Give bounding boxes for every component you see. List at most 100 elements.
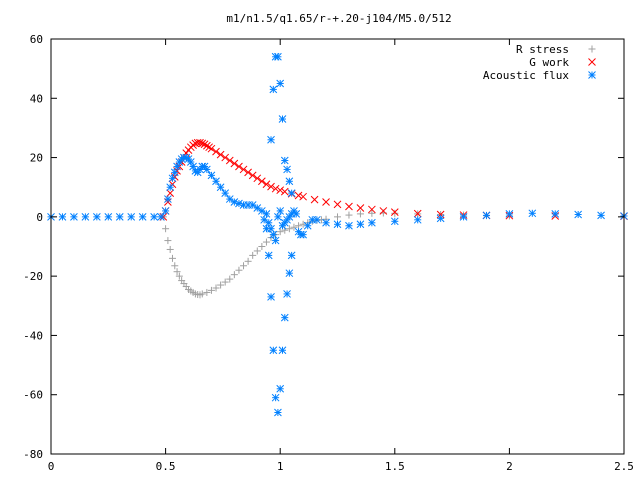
- x-tick-label: 2.5: [614, 460, 634, 473]
- data-point: [253, 247, 261, 255]
- y-tick-label: 40: [30, 92, 43, 105]
- data-point: [240, 262, 248, 270]
- data-point: [258, 243, 266, 250]
- x-tick-label: 2: [506, 460, 513, 473]
- data-point: [166, 183, 175, 192]
- y-tick-label: -60: [23, 389, 43, 402]
- data-point: [333, 200, 342, 209]
- data-point: [276, 207, 285, 215]
- data-point: [258, 177, 266, 186]
- data-point: [283, 165, 291, 174]
- data-point: [168, 174, 177, 183]
- data-point: [310, 195, 319, 204]
- data-point: [207, 171, 216, 180]
- data-point: [164, 237, 172, 245]
- legend-label: R stress: [516, 43, 569, 56]
- series-acoustic-flux: [47, 52, 628, 417]
- data-point: [157, 213, 165, 221]
- data-point: [280, 156, 289, 165]
- data-point: [322, 218, 330, 227]
- data-point: [597, 211, 605, 220]
- data-point: [271, 236, 280, 245]
- data-point: [285, 269, 294, 278]
- data-point: [574, 210, 583, 219]
- data-point: [264, 251, 273, 260]
- data-point: [221, 278, 229, 286]
- data-point: [333, 220, 342, 229]
- x-tick-label: 1: [277, 460, 284, 473]
- data-point: [216, 183, 225, 192]
- data-point: [115, 213, 124, 221]
- data-point: [212, 147, 220, 156]
- data-point: [391, 209, 399, 217]
- data-point: [262, 224, 271, 233]
- y-tick-label: 60: [30, 33, 43, 46]
- data-point: [436, 210, 445, 219]
- data-point: [230, 198, 239, 206]
- data-point: [290, 223, 298, 231]
- data-point: [313, 215, 321, 224]
- data-point: [280, 187, 289, 196]
- data-point: [390, 208, 399, 216]
- data-point: [166, 245, 174, 253]
- data-point: [292, 210, 301, 218]
- data-point: [551, 210, 560, 218]
- data-point: [173, 268, 181, 276]
- data-point: [345, 211, 353, 219]
- data-point: [276, 228, 284, 236]
- data-point: [221, 153, 230, 162]
- data-point: [356, 210, 364, 218]
- data-point: [285, 177, 294, 186]
- data-point: [278, 346, 287, 355]
- legend-label: G work: [529, 56, 569, 69]
- data-point: [294, 191, 303, 200]
- data-point: [258, 207, 266, 215]
- data-point: [299, 192, 307, 201]
- chart-title: m1/n1.5/q1.65/r-+.20-j104/M5.0/512: [226, 12, 451, 25]
- data-point: [274, 213, 282, 221]
- data-point: [345, 202, 353, 211]
- data-point: [271, 184, 280, 193]
- data-point: [244, 257, 252, 265]
- data-point: [267, 293, 275, 301]
- data-point: [198, 139, 207, 148]
- y-tick-label: 20: [30, 152, 43, 165]
- data-point: [368, 218, 376, 227]
- data-point: [92, 213, 101, 221]
- data-point: [459, 213, 468, 221]
- data-point: [262, 238, 270, 246]
- axis-ticks: 0 0.5 1 1.5 2 2.5 60 40 20 0 -20 -40 -60 -80: [23, 33, 634, 473]
- data-point: [230, 159, 239, 168]
- data-point: [150, 213, 158, 221]
- data-point: [262, 210, 271, 218]
- data-point: [200, 140, 209, 149]
- legend-label: Acoustic flux: [483, 69, 569, 82]
- data-point: [262, 180, 271, 189]
- data-point: [196, 138, 204, 147]
- data-point: [170, 168, 179, 177]
- data-point: [334, 213, 341, 221]
- data-point: [413, 209, 422, 218]
- data-point: [168, 254, 176, 262]
- data-point: [482, 211, 491, 220]
- legend-marker: [588, 58, 596, 66]
- data-point: [221, 189, 230, 197]
- data-point: [505, 210, 514, 218]
- data-point: [166, 189, 175, 197]
- data-point: [207, 286, 215, 294]
- data-point: [276, 186, 285, 195]
- data-point: [345, 221, 353, 230]
- data-point: [248, 201, 257, 209]
- data-point: [285, 225, 293, 233]
- data-point: [356, 220, 365, 229]
- data-point: [171, 262, 179, 270]
- plot-frame: [50, 38, 625, 455]
- data-point: [205, 143, 214, 152]
- data-point: [287, 189, 296, 197]
- data-point: [322, 198, 330, 206]
- data-point: [248, 171, 257, 180]
- data-point: [212, 177, 220, 186]
- data-point: [390, 217, 399, 226]
